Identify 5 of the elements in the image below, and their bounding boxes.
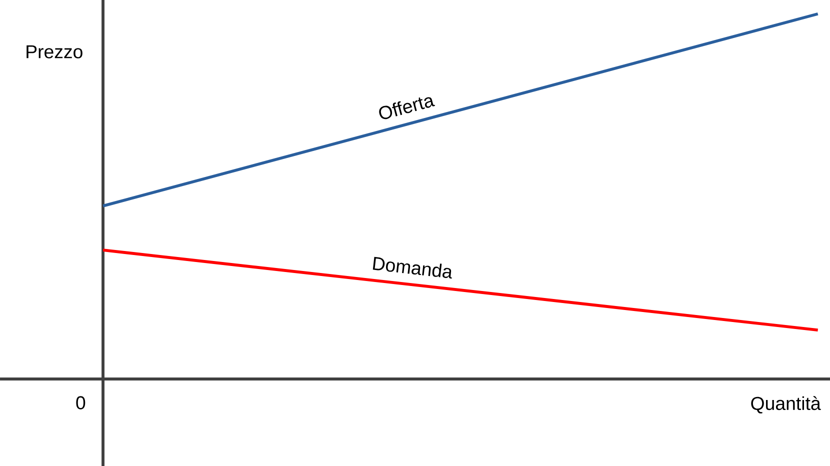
y-axis-title: Prezzo (26, 45, 82, 58)
text: Domanda (372, 256, 452, 278)
text: 0 (76, 396, 86, 410)
text: Offerta (379, 97, 436, 120)
x-axis-title: Quantità (751, 396, 821, 414)
